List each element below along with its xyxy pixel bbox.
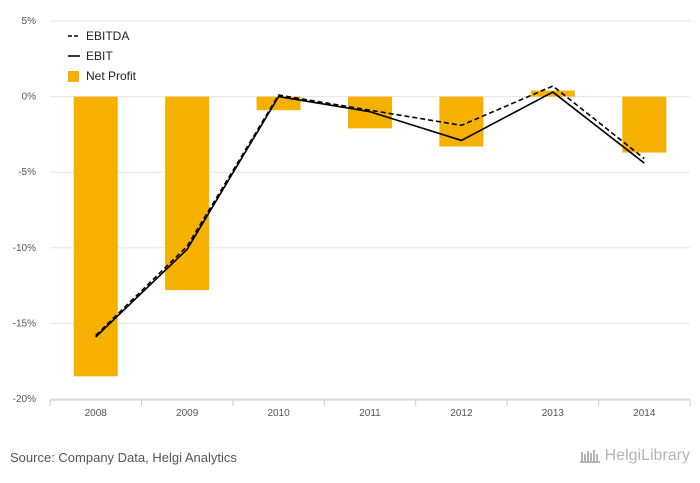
- net-profit-bar: [73, 96, 118, 377]
- net-profit-bar: [622, 96, 667, 153]
- series-lines: [95, 85, 645, 338]
- legend-label-net-profit: Net Profit: [86, 69, 137, 83]
- brand-name: HelgiLibrary: [604, 447, 690, 464]
- source-note: Source: Company Data, Helgi Analytics: [10, 450, 237, 465]
- y-tick-label: -15%: [13, 318, 36, 329]
- legend-swatch-net-profit: [68, 71, 79, 82]
- y-tick-label: 5%: [22, 16, 37, 27]
- x-tick-label: 2009: [176, 408, 199, 419]
- x-tick-label: 2014: [633, 408, 656, 419]
- legend: EBITDA EBIT Net Profit: [68, 29, 137, 83]
- legend-label-ebit: EBIT: [86, 49, 113, 63]
- net-profit-bar: [530, 90, 575, 97]
- x-tick-label: 2011: [359, 408, 381, 419]
- x-tick-label: 2008: [85, 408, 108, 419]
- net-profit-bar: [439, 96, 484, 147]
- net-profit-bar: [256, 96, 301, 111]
- ebit-line: [95, 91, 645, 338]
- axes: 5% 0% -5% -10% -15% -20% 2008 2009 2010 2011 2012 2…: [13, 16, 691, 419]
- x-tick-label: 2012: [450, 408, 473, 419]
- net-profit-bars: [73, 90, 667, 377]
- grid: [50, 20, 690, 400]
- legend-label-ebitda: EBITDA: [86, 29, 129, 43]
- x-tick-label: 2010: [267, 408, 290, 419]
- y-tick-label: 0%: [22, 92, 37, 103]
- y-tick-label: -10%: [13, 243, 36, 254]
- library-icon: [579, 450, 600, 463]
- brand-logo: HelgiLibrary: [579, 447, 690, 465]
- y-tick-label: -5%: [18, 167, 36, 178]
- x-tick-label: 2013: [542, 408, 565, 419]
- net-profit-bar: [165, 96, 210, 291]
- y-tick-label: -20%: [13, 394, 36, 405]
